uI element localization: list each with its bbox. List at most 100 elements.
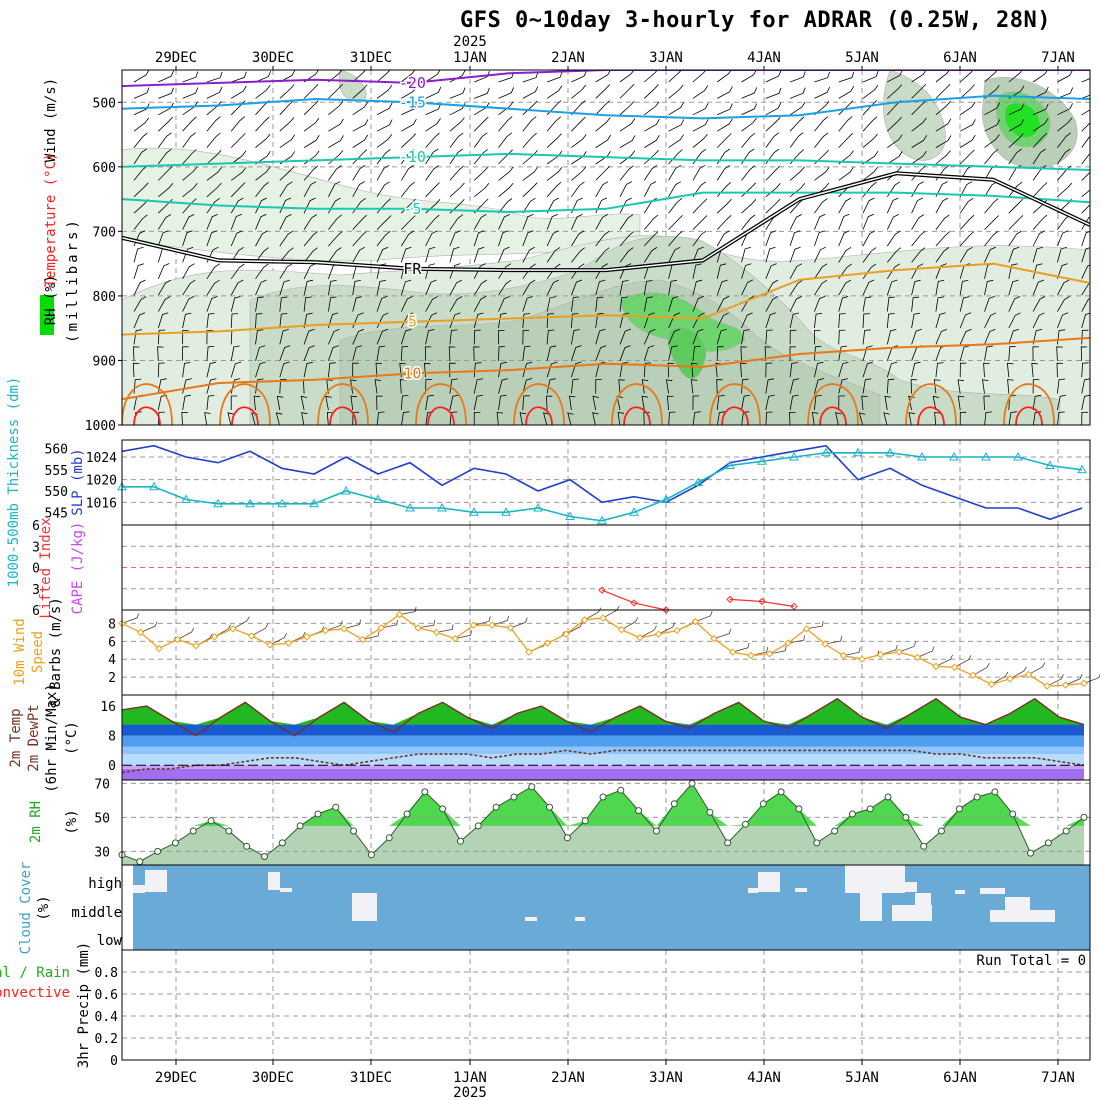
- wind-barb: [692, 133, 708, 148]
- wind-barb: [157, 362, 165, 378]
- precip-ylabel-text: 3hr Precip (mm): [76, 942, 92, 1068]
- top-date-label: 4JAN: [747, 50, 781, 66]
- surface-temp-contour-warm: [525, 406, 553, 425]
- wind-barb: [182, 214, 195, 230]
- wind10-barb: [621, 617, 639, 631]
- wind-barb: [789, 296, 802, 312]
- wind-barb: [1008, 263, 1018, 279]
- wind-barb: [303, 83, 319, 99]
- wind10-barb: [639, 625, 657, 639]
- bottom-date-label: 1JAN: [453, 1070, 487, 1086]
- wind-barb: [1032, 379, 1040, 394]
- wind-barb: [619, 280, 629, 296]
- wind10-barb: [565, 622, 583, 635]
- wind-barb: [376, 215, 392, 230]
- wind-barb: [716, 198, 732, 214]
- isotherm-line: [122, 152, 1090, 171]
- rh2m-point: [955, 805, 963, 813]
- wind-barb: [886, 296, 895, 312]
- wind-barb: [741, 279, 754, 296]
- wind-barb: [1032, 118, 1049, 132]
- wind-barb: [182, 198, 197, 214]
- wind-barb: [1008, 328, 1020, 345]
- rh2m-point: [225, 827, 233, 835]
- rh2m-point: [261, 853, 269, 860]
- wind-barb: [862, 166, 879, 181]
- rh2m-point: [813, 839, 821, 847]
- wind-barb: [814, 132, 829, 148]
- thickness-ylabel: 1000-500mb Thickness (dm): [6, 377, 22, 588]
- wind-barb: [1032, 214, 1048, 230]
- rh2m-point: [439, 805, 447, 813]
- wind-barb: [692, 103, 709, 116]
- wind-barb: [400, 395, 409, 411]
- wind-barb: [764, 346, 772, 361]
- wind-barb: [328, 84, 343, 99]
- wind-barb: [862, 213, 875, 230]
- li-ytick-label: 6: [32, 519, 40, 534]
- wind-barb: [425, 394, 434, 411]
- wind-barb: [449, 165, 464, 181]
- wind-barb: [303, 117, 320, 132]
- wind-barb: [887, 116, 902, 132]
- wind-barb: [690, 379, 698, 394]
- wind-barb: [717, 103, 733, 116]
- thickness-point: [1045, 460, 1055, 469]
- wind-barb: [717, 86, 733, 99]
- wind-barb: [352, 101, 369, 116]
- wind-barb: [595, 312, 604, 329]
- wind-barb: [692, 263, 702, 279]
- wind-barb: [741, 378, 749, 394]
- wind-barb: [567, 412, 574, 425]
- li-point: [790, 602, 798, 611]
- wind-barb: [886, 247, 902, 263]
- wind-barb: [400, 295, 413, 312]
- wind-barb: [984, 134, 1000, 148]
- wind-barb: [862, 247, 877, 263]
- wind-barb: [255, 296, 264, 312]
- top-date-label: 30DEC: [252, 50, 294, 66]
- wind-barb: [1008, 346, 1016, 361]
- cloud-block: [892, 905, 932, 921]
- wind-barb: [352, 119, 369, 132]
- wind-barb: [255, 133, 271, 148]
- wind-barb: [571, 70, 587, 83]
- wind-barb: [279, 117, 295, 132]
- bottom-date-label: 29DEC: [155, 1070, 197, 1086]
- wind-barb: [838, 213, 850, 230]
- wind-barb: [1032, 279, 1045, 296]
- wind-barb: [1032, 263, 1043, 279]
- wind-barb: [1032, 103, 1049, 116]
- wind-barb: [1057, 103, 1073, 116]
- wind-barb: [546, 279, 559, 296]
- wind-barb: [619, 165, 634, 181]
- wind-barb: [449, 378, 458, 394]
- thickness-point: [405, 502, 415, 512]
- thickness-point: [277, 498, 287, 508]
- wind-barb: [352, 280, 361, 296]
- wind10-barb: [880, 645, 898, 656]
- wind-barb: [571, 361, 582, 378]
- rh2m-point: [635, 807, 643, 815]
- upper-ylabel-temp: Temperature (°C): [43, 153, 59, 288]
- wind-barb: [182, 330, 189, 345]
- wind-barb: [765, 411, 773, 425]
- wind-barb: [157, 132, 172, 148]
- wind-barb: [276, 395, 284, 411]
- wind-barb: [641, 395, 648, 411]
- wind-barb: [449, 182, 465, 198]
- rh-ylabel: 2m RH (%): [28, 801, 80, 843]
- wind-barb: [279, 134, 296, 148]
- top-date-label: 31DEC: [350, 50, 392, 66]
- wind-barb: [789, 394, 799, 411]
- wind-barb: [473, 116, 489, 132]
- thickness-point: [885, 447, 895, 457]
- thickness-point: [309, 498, 319, 508]
- wind10-point: [821, 640, 829, 648]
- wind-barb: [765, 246, 776, 263]
- rh2m-point: [154, 847, 162, 855]
- wind-barb: [886, 214, 899, 230]
- wind-barb: [498, 230, 509, 247]
- li-ytick-label: 3: [32, 583, 40, 598]
- wind10-barb: [584, 607, 602, 621]
